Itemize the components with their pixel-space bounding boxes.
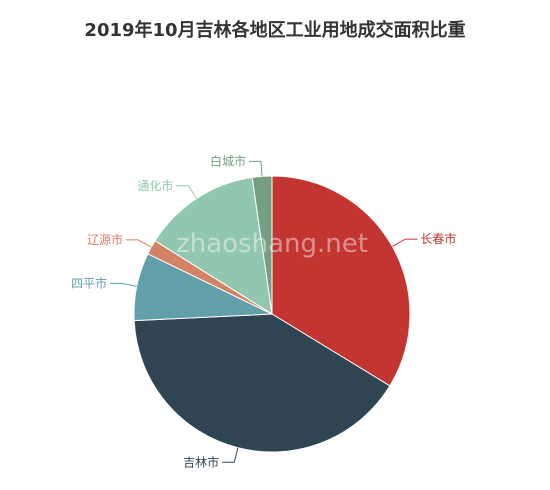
- slice-label-1: 长春市: [420, 231, 456, 246]
- leader-line-1: [392, 238, 418, 247]
- slice-label-3: 四平市: [71, 275, 107, 290]
- slice-label-6: 白城市: [210, 153, 246, 168]
- slice-label-4: 辽源市: [87, 232, 123, 247]
- leader-line-4: [126, 239, 152, 248]
- leader-line-5: [176, 185, 198, 199]
- pie-slice-5[interactable]: [154, 176, 273, 315]
- leader-line-6: [249, 160, 263, 177]
- leader-line-3: [110, 282, 137, 287]
- slice-label-5: 通化市: [137, 178, 173, 193]
- slice-label-2: 吉林市: [183, 454, 219, 469]
- leader-line-2: [222, 447, 239, 463]
- watermark-text: zhaoshang.net: [176, 229, 368, 259]
- chart-title: 2019年10月吉林各地区工业用地成交面积比重: [84, 20, 466, 41]
